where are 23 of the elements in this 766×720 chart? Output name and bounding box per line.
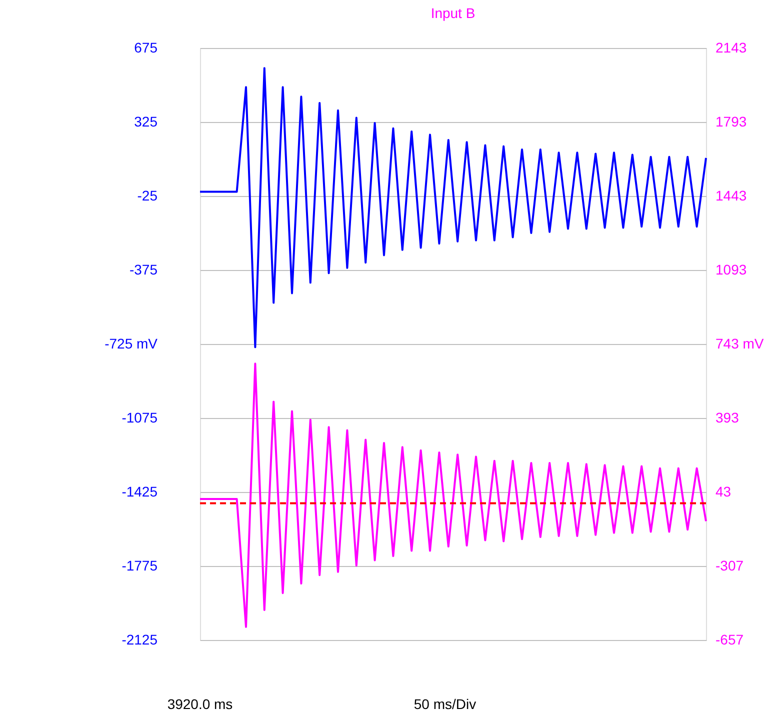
- y2-tick-label: 743 mV: [716, 336, 764, 352]
- y-tick-label: 675: [134, 40, 158, 56]
- y-tick-label: -1075: [122, 410, 158, 426]
- y2-tick-label: 1443: [716, 188, 747, 204]
- y2-tick-label: -657: [716, 632, 744, 648]
- text: 50 ms/Div: [414, 696, 476, 712]
- text: 3920.0 ms: [167, 696, 233, 712]
- chart-title: Input B: [430, 5, 476, 21]
- y2-tick-label: 393: [716, 410, 740, 426]
- y-tick-label: -1775: [122, 558, 158, 574]
- y2-tick-label: -307: [716, 558, 744, 574]
- y-tick-label: 325: [134, 114, 158, 130]
- y-tick-label: -375: [129, 262, 158, 278]
- y2-tick-label: 1793: [716, 114, 747, 130]
- line-series: [199, 362, 707, 628]
- y-tick-label: -2125: [122, 632, 158, 648]
- y2-tick-label: 2143: [716, 40, 747, 56]
- line-series: [199, 67, 707, 348]
- y2-tick-label: 1093: [716, 262, 747, 278]
- y-tick-label: -725 mV: [104, 336, 158, 352]
- y-tick-label: -25: [137, 188, 158, 204]
- y-tick-label: -1425: [122, 484, 158, 500]
- y2-tick-label: 43: [716, 484, 732, 500]
